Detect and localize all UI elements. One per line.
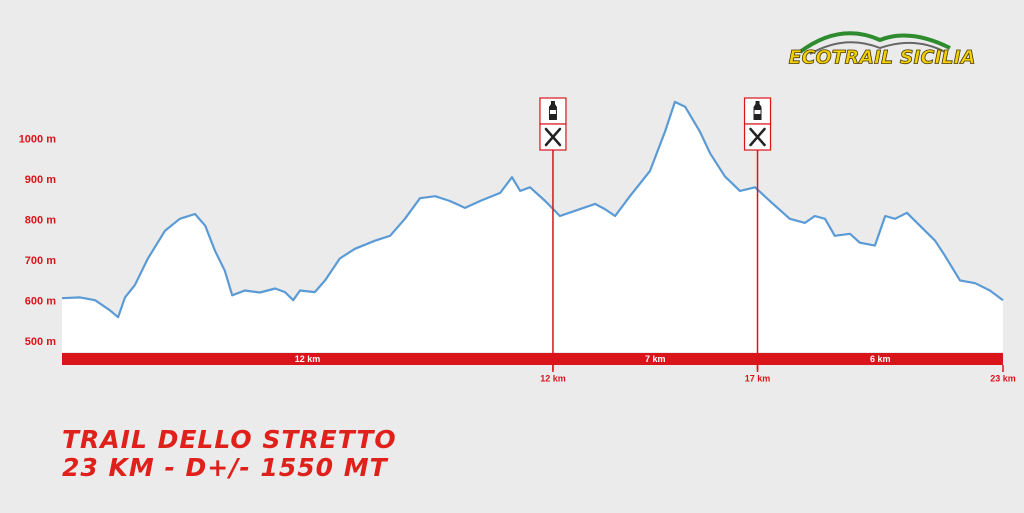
- logo-hill: [798, 31, 951, 54]
- y-tick-label: 500 m: [25, 336, 56, 348]
- y-tick-label: 700 m: [25, 255, 56, 267]
- chart-title: TRAIL DELLO STRETTO: [62, 425, 397, 454]
- distance-segment: [62, 353, 553, 365]
- cutlery-icon: [544, 127, 562, 147]
- logo-hills: [798, 31, 951, 55]
- marker-label: 17 km: [745, 373, 771, 383]
- marker-label: 23 km: [990, 373, 1016, 383]
- bottle-label: [754, 110, 761, 114]
- marker-label: 12 km: [540, 373, 566, 383]
- elevation-line: [61, 100, 1004, 319]
- chart-subtitle: 23 KM - D+/- 1550 MT: [62, 453, 389, 482]
- distance-segment: [757, 353, 1003, 365]
- distance-segment: [552, 353, 758, 365]
- segment-label: 6 km: [870, 354, 891, 364]
- y-tick-label: 800 m: [25, 214, 56, 226]
- y-tick-label: 900 m: [25, 174, 56, 186]
- segment-label: 7 km: [645, 354, 666, 364]
- elevation-area: [62, 101, 1003, 353]
- segment-label: 12 km: [295, 354, 321, 364]
- logo-hill: [809, 41, 946, 55]
- y-tick-label: 600 m: [25, 295, 56, 307]
- cutlery-icon: [749, 127, 766, 147]
- logo-text: ECOTRAIL SICILIA: [789, 47, 976, 69]
- aid-station-icons: [539, 97, 567, 151]
- bottle-label: [549, 110, 556, 114]
- aid-station-icons: [743, 97, 772, 151]
- y-tick-label: 1000 m: [19, 133, 57, 145]
